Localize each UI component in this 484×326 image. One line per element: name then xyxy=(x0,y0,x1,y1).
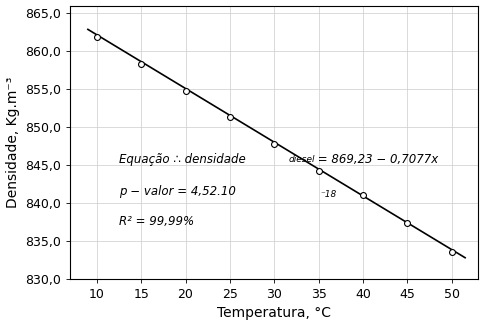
Point xyxy=(271,141,278,146)
Point xyxy=(315,169,322,174)
Text: R² = 99,99%: R² = 99,99% xyxy=(119,215,194,228)
Text: diesel: diesel xyxy=(288,155,315,164)
Text: ⁻18: ⁻18 xyxy=(320,190,336,199)
Point xyxy=(448,250,456,255)
Point xyxy=(182,88,189,93)
Point xyxy=(137,61,145,67)
Point xyxy=(404,220,411,225)
Y-axis label: Densidade, Kg.m⁻³: Densidade, Kg.m⁻³ xyxy=(5,77,19,208)
X-axis label: Temperatura, °C: Temperatura, °C xyxy=(217,306,331,320)
Point xyxy=(359,192,367,197)
Point xyxy=(226,114,234,120)
Point xyxy=(93,35,101,40)
Text: Equação ∴ densidade: Equação ∴ densidade xyxy=(119,153,246,166)
Text: p − valor = 4,52.10: p − valor = 4,52.10 xyxy=(119,185,236,198)
Text: = 869,23 − 0,7077x: = 869,23 − 0,7077x xyxy=(314,153,439,166)
